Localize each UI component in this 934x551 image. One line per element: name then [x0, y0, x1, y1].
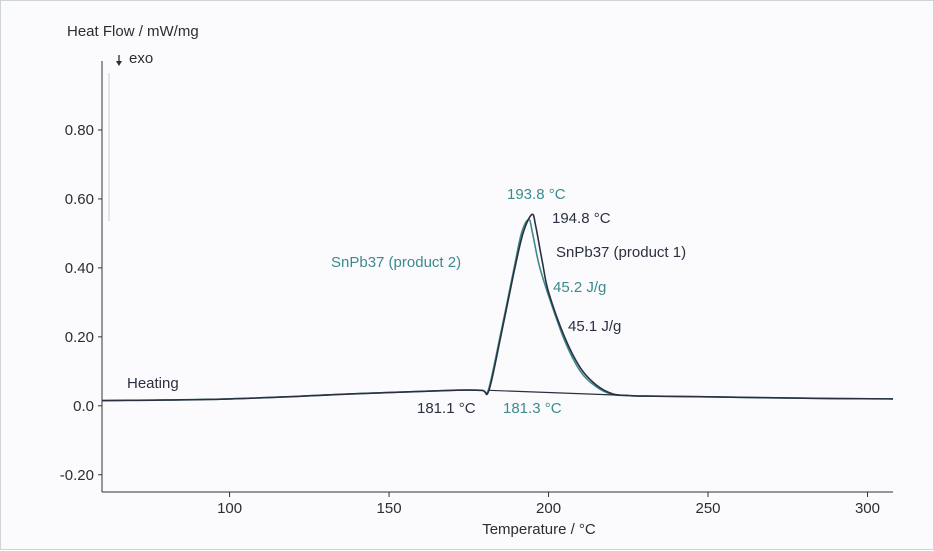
y-tick-label: -0.20: [60, 467, 94, 484]
series-label-product-2: SnPb37 (product 2): [331, 254, 461, 271]
x-axis-title: Temperature / °C: [482, 521, 596, 538]
enthalpy-product-1-label: 45.1 J/g: [568, 318, 621, 335]
x-ticks: 100 150 200 250 300: [217, 492, 880, 517]
onset-product-2-label: 181.1 °C: [417, 400, 476, 417]
exo-arrowhead-icon: [116, 61, 122, 66]
heating-label: Heating: [127, 375, 179, 392]
exo-label: exo: [129, 50, 153, 67]
series-label-product-1: SnPb37 (product 1): [556, 244, 686, 261]
x-tick-label: 150: [377, 500, 402, 517]
series-line-product-2: [101, 218, 894, 402]
y-tick-label: 0.40: [65, 260, 94, 277]
y-axis-title: Heat Flow / mW/mg: [67, 23, 199, 40]
x-tick-label: 100: [217, 500, 242, 517]
peak-product-2-label: 193.8 °C: [507, 186, 566, 203]
peak-product-1-label: 194.8 °C: [552, 210, 611, 227]
y-tick-label: 0.0: [73, 398, 94, 415]
y-ticks: -0.20 0.0 0.20 0.40 0.60 0.80: [60, 122, 102, 484]
y-tick-label: 0.80: [65, 122, 94, 139]
x-tick-label: 250: [695, 500, 720, 517]
exo-indicator: exo: [116, 50, 153, 67]
enthalpy-product-2-label: 45.2 J/g: [553, 279, 606, 296]
x-tick-label: 200: [536, 500, 561, 517]
y-tick-label: 0.20: [65, 329, 94, 346]
onset-product-1-label: 181.3 °C: [503, 400, 562, 417]
y-tick-label: 0.60: [65, 191, 94, 208]
peak-baseline: [488, 389, 629, 397]
series-line-product-1: [101, 213, 894, 402]
x-tick-label: 300: [855, 500, 880, 517]
